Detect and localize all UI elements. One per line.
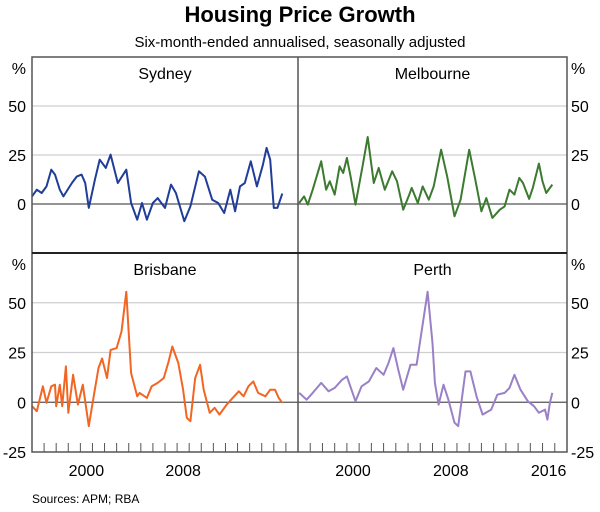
chart-plot-area: Sydney Melbourne Brisbane 2000 2008 Perth 2000… <box>3 56 594 480</box>
y-tick-label-left: 0 <box>17 395 26 412</box>
y-tick-label-right: 25 <box>571 148 589 165</box>
series-line-perth <box>298 290 554 428</box>
y-tick-label-left: 50 <box>8 99 26 116</box>
panel-title-brisbane: Brisbane <box>133 262 196 279</box>
y-unit-label-right: % <box>571 257 585 274</box>
x-tick-label: 2008 <box>433 463 469 480</box>
x-tick-label: 2000 <box>335 463 371 480</box>
chart-title: Housing Price Growth <box>184 2 415 27</box>
y-tick-label-left: 50 <box>8 296 26 313</box>
y-tick-label-right: 50 <box>571 296 589 313</box>
x-tick-label: 2000 <box>69 463 105 480</box>
y-unit-label-left: % <box>12 61 26 78</box>
series-line-sydney <box>31 146 284 223</box>
y-tick-label-left: -25 <box>3 445 26 462</box>
y-tick-label-right: 50 <box>571 99 589 116</box>
series-line-melbourne <box>298 136 554 219</box>
panel-title-perth: Perth <box>413 262 451 279</box>
chart-subtitle: Six-month-ended annualised, seasonally a… <box>134 34 465 51</box>
x-tick-label: 2016 <box>531 463 567 480</box>
x-tick-label: 2008 <box>165 463 201 480</box>
y-tick-label-left: 25 <box>8 148 26 165</box>
y-tick-label-left: 0 <box>17 197 26 214</box>
y-tick-label-right: 0 <box>571 197 580 214</box>
panel-title-melbourne: Melbourne <box>395 66 471 83</box>
y-tick-label-right: 0 <box>571 395 580 412</box>
source-note: Sources: APM; RBA <box>32 492 139 506</box>
chart-frame <box>31 56 568 453</box>
y-unit-label-right: % <box>571 61 585 78</box>
panel-title-sydney: Sydney <box>138 66 191 83</box>
y-tick-label-left: 25 <box>8 346 26 363</box>
y-unit-label-left: % <box>12 257 26 274</box>
y-tick-label-right: -25 <box>571 445 594 462</box>
series-line-brisbane <box>31 290 284 428</box>
y-tick-label-right: 25 <box>571 346 589 363</box>
